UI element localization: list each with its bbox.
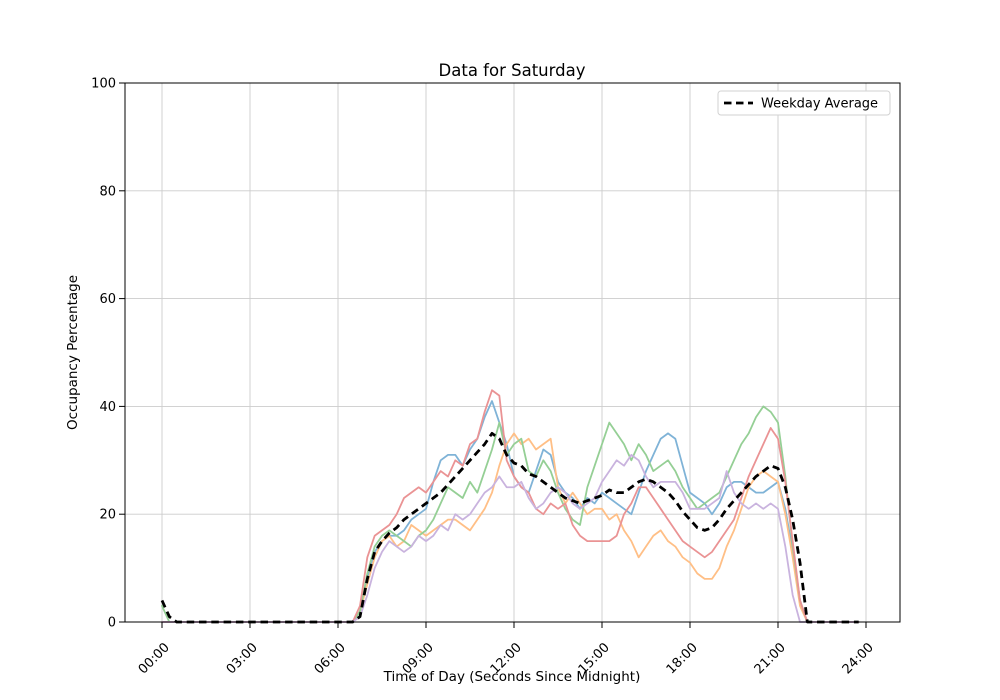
series-line-series-4 [161, 389, 860, 623]
legend-frame [717, 90, 891, 116]
y-tick-label: 20 [99, 508, 116, 523]
y-axis-label: Occupancy Percentage [65, 275, 81, 430]
x-tick-label: 03:00 [224, 640, 261, 677]
x-tick-label: 24:00 [840, 640, 877, 677]
y-tick-label: 60 [99, 292, 116, 307]
x-tick-label: 06:00 [312, 640, 349, 677]
legend-entry-weekday-average: Weekday Average [761, 97, 878, 112]
plot-border [124, 82, 901, 623]
y-tick-label: 0 [108, 616, 116, 631]
legend: Weekday Average [717, 90, 891, 116]
series-line-series-1 [161, 400, 860, 623]
x-tick-label: 21:00 [752, 640, 789, 677]
y-tick-label: 80 [99, 184, 116, 199]
y-tick-label: 100 [91, 77, 116, 92]
series-lines [160, 389, 860, 624]
axis-ticks: 00:00 03:00 06:00 09:00 12:00 15:00 18:00 21:00… [91, 77, 877, 678]
gridlines [125, 82, 900, 623]
x-tick-label: 00:00 [136, 640, 173, 677]
y-tick-label: 40 [99, 400, 116, 415]
x-tick-label: 18:00 [664, 640, 701, 677]
chart-title: Data for Saturday [439, 61, 586, 80]
x-axis-label: Time of Day (Seconds Since Midnight) [383, 669, 641, 685]
